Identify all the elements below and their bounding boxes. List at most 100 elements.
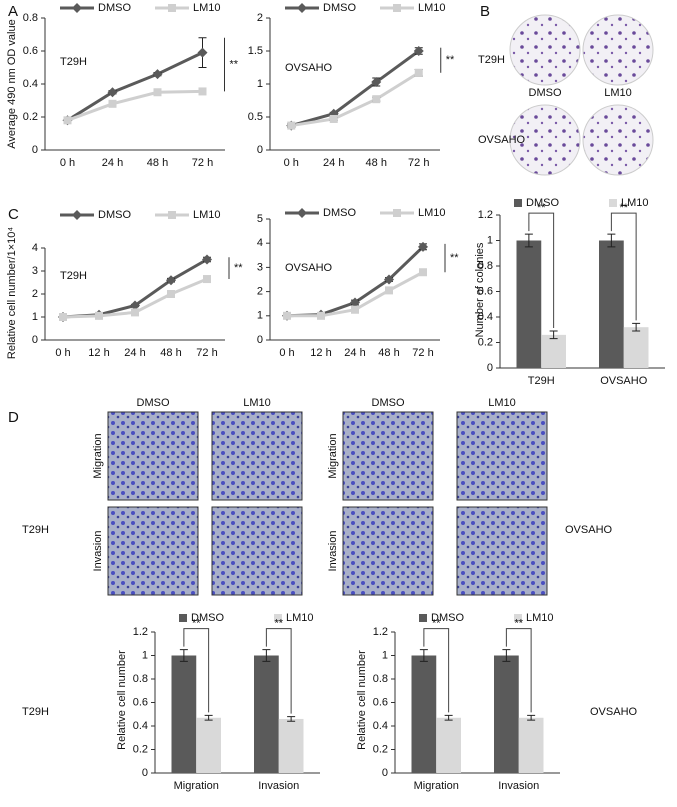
cell-line-label: OVSAHO [565, 524, 613, 536]
annotation: OVSAHO [285, 262, 333, 274]
point [414, 68, 423, 77]
x-tick-label: 12 h [88, 347, 109, 359]
y-tick-label: 0.8 [23, 12, 38, 24]
y-tick-label: 0 [32, 144, 38, 156]
significance-bracket [610, 212, 637, 321]
row-label: OVSAHO [478, 134, 526, 146]
legend-marker [72, 3, 82, 13]
point [153, 88, 162, 97]
y-axis-label: Relative cell number/1×10⁴ [6, 227, 18, 359]
point [385, 286, 393, 295]
y-tick-label: 1.2 [478, 209, 493, 221]
photo [456, 411, 548, 501]
y-tick-label: 1 [32, 311, 38, 323]
y-tick-label: 1.5 [248, 45, 263, 57]
annotation: OVSAHO [590, 706, 638, 718]
significance: ** [230, 59, 239, 71]
point [413, 46, 424, 56]
bar [196, 717, 221, 773]
error-bar [632, 322, 641, 332]
legend-marker [393, 4, 401, 12]
y-tick-label: 2 [257, 12, 263, 24]
legend-swatch [274, 614, 282, 622]
row-label: T29H [478, 54, 505, 66]
significance: ** [274, 618, 283, 630]
legend-label: DMSO [191, 612, 224, 624]
x-tick-label: 0 h [60, 157, 75, 169]
significance: ** [192, 618, 201, 630]
col-label: DMSO [372, 397, 405, 409]
bar [278, 718, 304, 773]
panel-label: D [8, 409, 19, 426]
y-tick-label: 0.6 [23, 45, 38, 57]
y-tick-label: 2 [257, 286, 263, 298]
photo [107, 411, 199, 501]
point [131, 308, 139, 317]
point [63, 116, 72, 125]
x-tick-label: 72 h [196, 347, 217, 359]
point [283, 311, 291, 320]
x-tick-label: OVSAHO [600, 375, 648, 387]
error-bar [549, 330, 558, 340]
x-tick-label: 0 h [55, 347, 70, 359]
point [202, 254, 212, 265]
bar [254, 655, 279, 773]
y-tick-label: 0.4 [133, 720, 148, 732]
legend-swatch [179, 614, 187, 622]
col-label: DMSO [529, 87, 562, 99]
photo [456, 506, 548, 596]
y-tick-label: 0.4 [373, 720, 388, 732]
point [203, 275, 211, 284]
legend-marker [393, 209, 401, 217]
bar [436, 717, 461, 773]
y-tick-label: 0 [257, 334, 263, 346]
bar [494, 655, 519, 773]
y-tick-label: 1.2 [133, 626, 148, 638]
legend-label: LM10 [418, 207, 446, 219]
significance: ** [514, 618, 523, 630]
photo [211, 506, 303, 596]
row-label: Invasion [92, 531, 104, 572]
photo [342, 506, 434, 596]
x-tick-label: 24 h [323, 157, 344, 169]
y-tick-label: 4 [257, 237, 263, 249]
legend-label: DMSO [431, 612, 464, 624]
point [350, 297, 360, 308]
point [197, 47, 208, 58]
panel-label: B [480, 3, 490, 20]
y-axis-label: Number of colonies [474, 242, 486, 337]
y-tick-label: 0.8 [373, 673, 388, 685]
photo [342, 411, 434, 501]
bar [541, 334, 566, 368]
legend-label: LM10 [621, 197, 649, 209]
legend-label: DMSO [526, 197, 559, 209]
y-tick-label: 1 [487, 234, 493, 246]
error-bar [262, 649, 271, 662]
y-tick-label: 0 [382, 767, 388, 779]
legend-marker [168, 211, 176, 219]
point [166, 275, 176, 286]
bar [171, 655, 197, 773]
annotation: T29H [22, 706, 49, 718]
point [384, 274, 394, 285]
y-axis-label: Average 490 nm OD value [6, 19, 18, 148]
y-tick-label: 0.2 [23, 111, 38, 123]
y-tick-label: 3 [257, 261, 263, 273]
point [108, 99, 117, 108]
significance: ** [619, 202, 628, 214]
series-line [66, 89, 203, 122]
error-bar [287, 716, 296, 722]
y-tick-label: 0 [142, 767, 148, 779]
legend-label: LM10 [526, 612, 554, 624]
point [317, 311, 325, 320]
point [95, 311, 103, 320]
error-bar [204, 714, 213, 721]
panel-label: A [8, 3, 18, 20]
annotation: OVSAHO [285, 62, 333, 74]
y-axis-label: Relative cell number [356, 650, 368, 750]
x-tick-label: 0 h [284, 157, 299, 169]
point [418, 241, 428, 252]
colony-photos [509, 14, 654, 176]
